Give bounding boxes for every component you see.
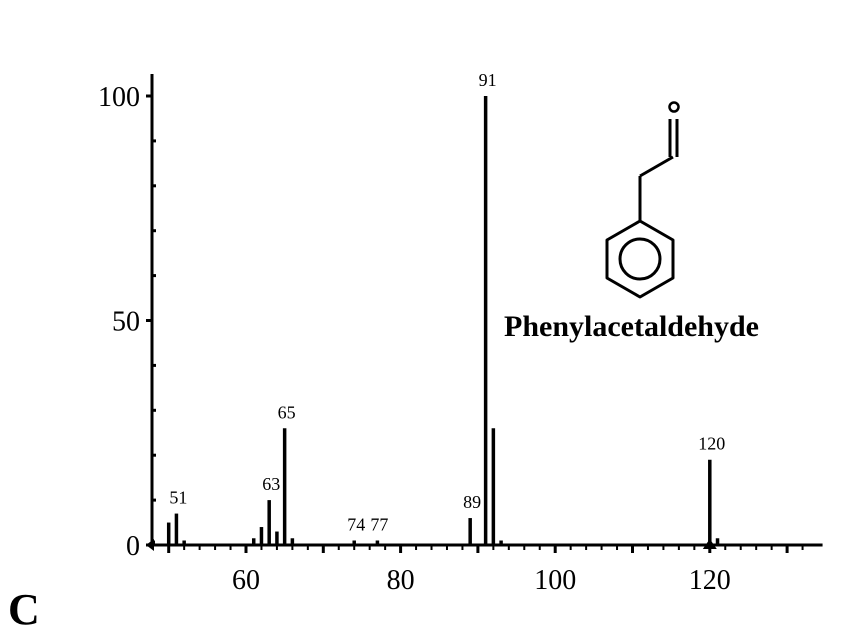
peak-label: 120: [698, 434, 725, 454]
phenylacetaldehyde-structure-icon: [605, 101, 680, 299]
compound-name: Phenylacetaldehyde: [504, 310, 759, 343]
y-tick-label: 0: [126, 531, 140, 562]
peaks: [151, 96, 720, 545]
y-tick-label: 50: [112, 307, 140, 338]
axes: 0 50 100 60 80 100 120: [98, 74, 823, 596]
figure-letter: C: [8, 585, 40, 634]
x-tick-label: 80: [387, 565, 415, 596]
x-tick-label: 100: [534, 565, 576, 596]
peak-label: 91: [479, 70, 497, 90]
peak-labels: 51 63 65 74 77 89 91 120: [169, 70, 725, 535]
peak-label: 51: [169, 488, 187, 508]
y-tick-label: 100: [98, 82, 140, 113]
peak-label: 74: [347, 515, 365, 535]
peak-label: 89: [463, 492, 481, 512]
x-tick-label: 120: [689, 565, 731, 596]
peak-label: 65: [278, 402, 296, 422]
peak-label: 63: [262, 474, 280, 494]
x-tick-label: 60: [232, 565, 260, 596]
mass-spectrum-chart: 0 50 100 60 80 100 120 51 63 65 74 77 89 91 120: [98, 70, 823, 596]
peak-label: 77: [370, 515, 388, 535]
